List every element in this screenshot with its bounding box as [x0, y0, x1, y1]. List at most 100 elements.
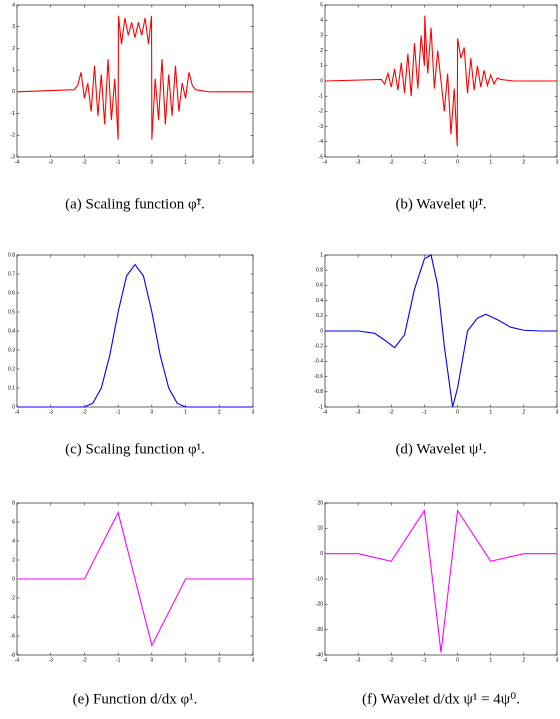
- x-tick-label: -2: [389, 657, 394, 663]
- y-tick-label: 0: [320, 328, 323, 334]
- x-tick-label: -3: [48, 409, 53, 415]
- y-tick-label: 5: [320, 2, 323, 8]
- y-tick-label: 1: [320, 252, 323, 258]
- x-tick-label: 0: [456, 159, 459, 165]
- plot-frame: [324, 502, 558, 656]
- y-tick-label: -10: [316, 576, 323, 582]
- y-tick-label: 0.6: [8, 290, 15, 296]
- y-tick-label: 0.3: [8, 347, 15, 353]
- x-tick-label: 1: [489, 159, 492, 165]
- data-line: [324, 15, 557, 147]
- y-tick-label: 4: [12, 538, 15, 544]
- y-tick-label: -0.6: [314, 374, 323, 380]
- x-tick-label: -1: [116, 657, 121, 663]
- y-tick-label: -0.4: [314, 359, 323, 365]
- x-tick-label: 2: [218, 159, 221, 165]
- x-tick-label: 0: [150, 159, 153, 165]
- y-tick-label: 0.2: [316, 313, 323, 319]
- data-line: [17, 263, 253, 408]
- y-tick-label: 6: [12, 519, 15, 525]
- x-tick-label: 2: [522, 159, 525, 165]
- y-tick-label: -2: [11, 595, 16, 601]
- y-tick-label: 0.4: [316, 298, 323, 304]
- x-tick-label: 1: [489, 657, 492, 663]
- x-tick-label: -2: [389, 159, 394, 165]
- x-tick-label: -4: [15, 409, 20, 415]
- x-tick-label: 3: [252, 159, 255, 165]
- y-tick-label: 0: [12, 404, 15, 410]
- y-tick-label: -4: [11, 614, 16, 620]
- y-tick-label: -2: [11, 133, 16, 139]
- x-tick-label: 0: [150, 409, 153, 415]
- x-tick-label: 3: [556, 159, 559, 165]
- y-tick-label: 4: [12, 2, 15, 8]
- x-tick-label: -4: [323, 159, 328, 165]
- x-tick-label: 1: [489, 409, 492, 415]
- y-tick-label: -1: [319, 404, 324, 410]
- x-tick-label: 3: [252, 409, 255, 415]
- y-tick-label: -3: [319, 124, 324, 130]
- data-line: [16, 15, 253, 140]
- y-tick-label: 0: [320, 78, 323, 84]
- caption: (b) Wavelet ψ̃¹.: [395, 196, 486, 212]
- caption: (e) Function d/dx φ¹.: [73, 691, 198, 707]
- x-tick-label: 0: [456, 657, 459, 663]
- x-tick-label: -3: [48, 159, 53, 165]
- y-tick-label: -5: [319, 154, 324, 160]
- x-tick-label: 3: [556, 657, 559, 663]
- x-tick-label: 3: [252, 657, 255, 663]
- x-tick-label: 1: [184, 159, 187, 165]
- y-tick-label: 10: [317, 526, 323, 532]
- y-tick-label: 2: [12, 46, 15, 52]
- x-tick-label: -1: [422, 159, 427, 165]
- y-tick-label: -0.8: [314, 389, 323, 395]
- y-tick-label: 0.5: [8, 309, 15, 315]
- y-tick-label: 0.2: [8, 366, 15, 372]
- plot-frame: [16, 4, 254, 158]
- y-tick-label: -1: [11, 111, 16, 117]
- y-tick-label: -30: [316, 627, 323, 633]
- data-line: [325, 509, 557, 653]
- x-tick-label: -1: [116, 159, 121, 165]
- x-tick-label: 0: [150, 657, 153, 663]
- y-tick-label: 1: [12, 67, 15, 73]
- caption: (a) Scaling function φ̃¹.: [65, 196, 205, 212]
- y-tick-label: 0.1: [8, 385, 15, 391]
- y-tick-label: 3: [12, 24, 15, 30]
- x-tick-label: -2: [389, 409, 394, 415]
- caption: (c) Scaling function φ¹.: [65, 441, 205, 457]
- y-tick-label: -2: [319, 109, 324, 115]
- x-tick-label: -3: [356, 159, 361, 165]
- x-tick-label: 0: [456, 409, 459, 415]
- y-tick-label: -3: [11, 154, 16, 160]
- y-tick-label: 0.8: [8, 252, 15, 258]
- y-tick-label: 0.8: [316, 268, 323, 274]
- y-tick-label: 8: [12, 500, 15, 506]
- x-tick-label: -3: [356, 657, 361, 663]
- data-line: [17, 510, 253, 648]
- caption: (d) Wavelet ψ¹.: [395, 441, 486, 457]
- y-tick-label: -40: [316, 652, 323, 658]
- x-tick-label: -4: [323, 409, 328, 415]
- x-tick-label: -2: [82, 159, 87, 165]
- y-tick-label: -0.2: [314, 344, 323, 350]
- y-tick-label: 0.4: [8, 328, 15, 334]
- y-tick-label: -8: [11, 652, 16, 658]
- y-tick-label: 2: [12, 557, 15, 563]
- x-tick-label: -4: [15, 159, 20, 165]
- y-tick-label: 2: [320, 48, 323, 54]
- x-tick-label: 2: [218, 409, 221, 415]
- data-line: [325, 254, 557, 408]
- y-tick-label: 4: [320, 18, 323, 24]
- x-tick-label: -3: [48, 657, 53, 663]
- x-tick-label: -1: [116, 409, 121, 415]
- x-tick-label: -1: [422, 657, 427, 663]
- y-tick-label: -4: [319, 139, 324, 145]
- x-tick-label: 1: [184, 409, 187, 415]
- x-tick-label: 2: [218, 657, 221, 663]
- y-tick-label: 1: [320, 63, 323, 69]
- y-tick-label: 20: [317, 500, 323, 506]
- x-tick-label: -1: [422, 409, 427, 415]
